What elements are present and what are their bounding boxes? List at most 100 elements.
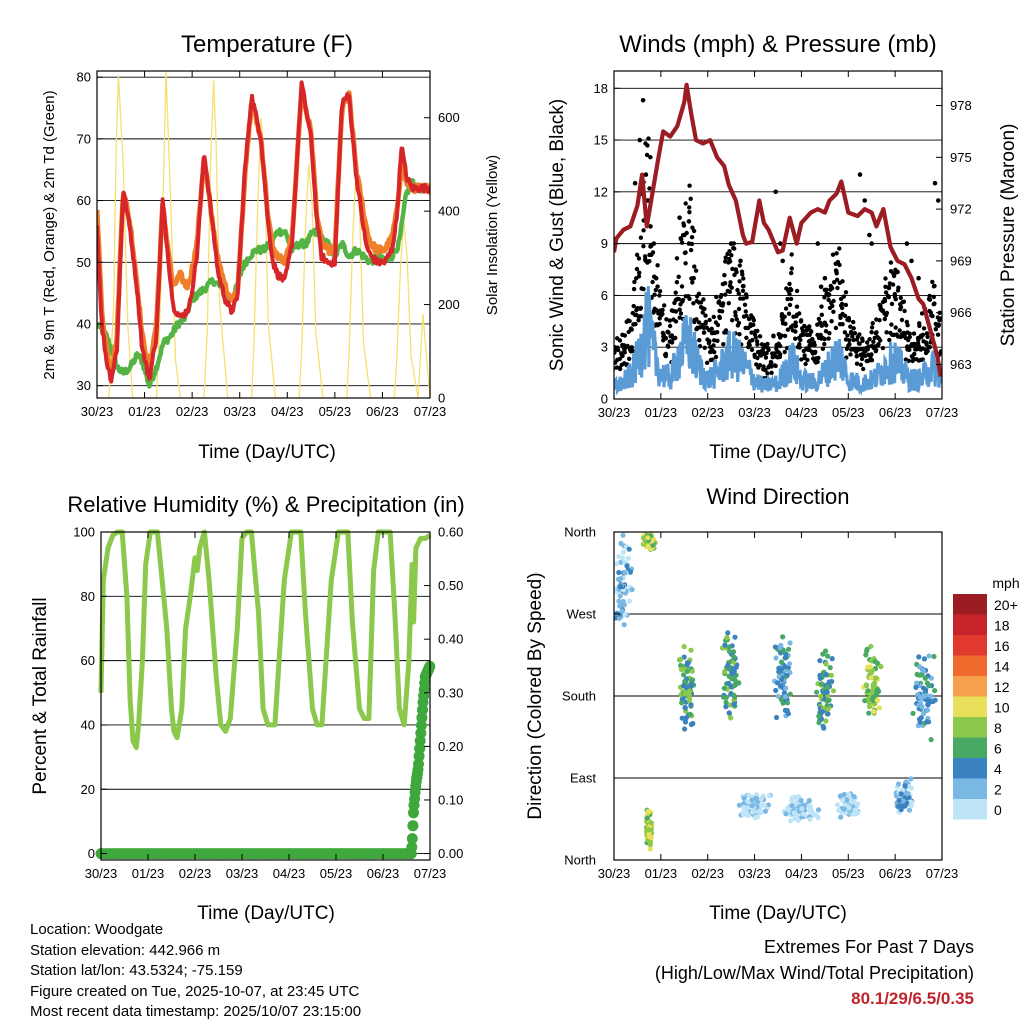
humidity-y2-ytick-label: 0.20: [438, 739, 463, 754]
winds-ticks: 0 3 6 9 12 15 18 963 966 969 972 975 978 30/23 01/23 02…: [594, 71, 972, 420]
direction-point: [731, 701, 737, 707]
winds-y2-ytick-label: 972: [950, 202, 972, 217]
gust-point: [692, 264, 697, 269]
gust-point: [930, 313, 935, 319]
wind-direction-xtick-label: 30/23: [598, 866, 631, 881]
humidity-y2-ytick-label: 0.50: [438, 578, 463, 593]
speed-legend: mph 20+ 18 16 14 12 10 8 6 4 2 0: [953, 575, 1020, 820]
direction-point: [919, 672, 925, 678]
gust-peak-point: [632, 180, 638, 186]
wind-direction-xtick-label: 05/23: [832, 866, 865, 881]
direction-point: [725, 630, 731, 636]
gust-point: [667, 323, 673, 329]
gust-point: [647, 186, 652, 191]
direction-point: [687, 711, 693, 718]
gust-point: [899, 317, 905, 323]
gust-point: [783, 321, 788, 326]
gust-point: [683, 261, 688, 266]
gust-point: [669, 340, 675, 345]
direction-point: [876, 705, 883, 711]
humidity-title: Relative Humidity (%) & Precipitation (i…: [67, 492, 464, 517]
gust-point: [678, 311, 684, 316]
gust-point: [617, 356, 622, 362]
gust-point: [707, 338, 712, 344]
gust-point: [842, 330, 848, 335]
gust-point: [846, 343, 851, 348]
gust-point: [889, 301, 895, 307]
wind-direction-xtick-label: 07/23: [926, 866, 959, 881]
gust-point: [641, 228, 646, 233]
humidity-xtick-label: 06/23: [367, 866, 400, 881]
gust-point: [765, 341, 770, 347]
temperature-panel: Temperature (F) 304050607080020040060030…: [41, 31, 501, 463]
gust-point: [902, 308, 907, 314]
gust-point: [884, 330, 889, 335]
gust-point: [735, 323, 741, 328]
direction-point: [919, 704, 925, 710]
location-line: Location: Woodgate: [30, 921, 164, 938]
gust-point: [833, 325, 839, 331]
direction-point: [732, 677, 738, 683]
temperature-plot-frame: [96, 70, 431, 399]
humidity-xlabel: Time (Day/UTC): [197, 903, 335, 924]
speed-legend-label: 20+: [994, 597, 1018, 613]
direction-point: [830, 688, 837, 694]
gust-point: [664, 317, 669, 322]
winds-y2-ytick-label: 978: [950, 98, 972, 113]
direction-point: [745, 812, 751, 819]
speed-legend-label: 12: [994, 679, 1010, 695]
gust-point: [869, 358, 875, 363]
humidity-xtick-label: 03/23: [226, 866, 259, 881]
direction-point: [731, 692, 737, 699]
direction-point: [921, 656, 928, 662]
temperature-ytick-label: 40: [77, 316, 91, 331]
extremes-box: Extremes For Past 7 Days (High/Low/Max W…: [655, 934, 974, 1012]
direction-point: [874, 697, 880, 703]
direction-point: [873, 675, 879, 681]
direction-point: [731, 659, 737, 665]
gust-point: [729, 253, 734, 258]
gust-point: [657, 293, 662, 298]
temperature-xtick-label: 01/23: [128, 404, 161, 419]
direction-point: [749, 797, 755, 803]
direction-point: [798, 797, 804, 804]
gust-point: [650, 279, 655, 285]
direction-point: [819, 709, 825, 715]
humidity-ytick-label: 0: [88, 846, 95, 861]
gust-point: [824, 323, 829, 328]
direction-point: [789, 803, 795, 809]
gust-point: [696, 291, 702, 296]
temp-2m-line: [97, 80, 430, 384]
humidity-ytick-label: 100: [73, 525, 95, 540]
gust-point: [707, 317, 712, 323]
gust-point: [755, 355, 760, 361]
gust-peak-point: [862, 198, 867, 203]
gust-point: [797, 311, 802, 316]
speed-legend-title: mph: [992, 575, 1019, 591]
temperature-xtick-label: 05/23: [319, 404, 352, 419]
direction-point: [689, 681, 695, 687]
gust-point: [761, 364, 766, 369]
temperature-ytick-label: 30: [77, 378, 91, 393]
temperature-xlabel: Time (Day/UTC): [198, 442, 336, 463]
direction-point: [854, 801, 860, 807]
gust-point: [636, 274, 642, 279]
gust-point: [663, 335, 668, 340]
gust-point: [681, 223, 687, 228]
direction-point: [823, 718, 829, 724]
direction-point: [618, 540, 624, 547]
gust-point: [673, 290, 678, 295]
direction-point: [782, 694, 788, 700]
gust-point: [737, 263, 742, 268]
direction-point: [868, 675, 874, 681]
direction-point: [754, 814, 761, 820]
winds-ytick-label: 0: [601, 392, 608, 407]
gust-point: [867, 337, 872, 342]
gust-point: [741, 283, 746, 289]
direction-point: [928, 693, 934, 699]
gust-point: [877, 318, 882, 323]
humidity-ytick-label: 20: [81, 782, 95, 797]
direction-point: [618, 601, 625, 607]
temperature-series-group: [97, 71, 430, 398]
gust-point: [758, 353, 764, 358]
